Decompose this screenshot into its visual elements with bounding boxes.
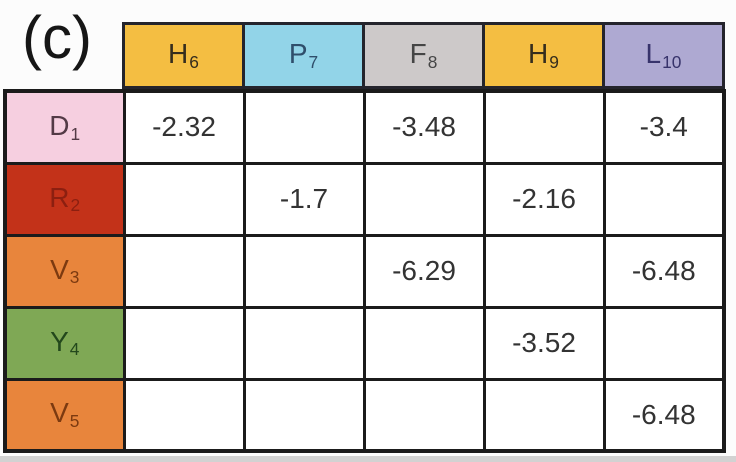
matrix-table: D1 -2.32 -3.48 -3.4 R2 -1.7 -2.16 V3 -6.… [3, 89, 726, 453]
matrix-cell [122, 233, 246, 309]
matrix-cell [242, 377, 366, 453]
matrix-cell [122, 305, 246, 381]
column-label-sub: 6 [189, 51, 199, 72]
image-bottom-edge [0, 456, 736, 462]
matrix-cell: -1.7 [242, 161, 366, 237]
row-header-y4: Y4 [3, 305, 126, 381]
column-label-base: F [409, 38, 427, 70]
matrix-cell [242, 305, 366, 381]
matrix-cell [482, 89, 606, 165]
row-label-base: D [49, 109, 70, 141]
row-label-sub: 5 [69, 411, 80, 432]
column-label-sub: 8 [427, 51, 438, 72]
row-label-sub: 4 [69, 339, 80, 360]
matrix-cell: -6.48 [602, 233, 726, 309]
row-header-v3: V3 [3, 233, 126, 309]
matrix-cell [362, 305, 486, 381]
matrix-cell [602, 305, 726, 381]
column-label-base: P [288, 38, 308, 70]
column-header-p7: P7 [242, 22, 365, 89]
column-label-base: H [528, 38, 549, 70]
matrix-cell [602, 161, 726, 237]
row-label-base: R [49, 181, 70, 213]
matrix-cell [482, 233, 606, 309]
column-header-f8: F8 [362, 22, 485, 89]
column-label-sub: 10 [662, 51, 682, 72]
column-header-label: P7 [289, 38, 318, 73]
row-label-base: V [50, 397, 69, 429]
column-label-sub: 7 [308, 51, 319, 72]
row-label-sub: 2 [70, 195, 81, 216]
matrix-cell: -3.52 [482, 305, 606, 381]
column-header-label: H6 [168, 38, 199, 73]
column-label-base: L [645, 38, 662, 70]
matrix-cell: -2.32 [122, 89, 246, 165]
column-header-l10: L10 [602, 22, 725, 89]
matrix-cell [482, 377, 606, 453]
column-header-h9: H9 [482, 22, 605, 89]
matrix-cell: -6.29 [362, 233, 486, 309]
panel-label: (c) [22, 4, 92, 71]
matrix-cell [122, 377, 246, 453]
matrix-cell: -2.16 [482, 161, 606, 237]
row-label-sub: 1 [70, 123, 81, 144]
table-row: V3 -6.29 -6.48 [3, 233, 726, 309]
column-label-base: H [168, 38, 189, 70]
row-label-base: Y [50, 325, 69, 357]
matrix-cell [242, 89, 366, 165]
table-row: Y4 -3.52 [3, 305, 726, 381]
table-row: D1 -2.32 -3.48 -3.4 [3, 89, 726, 165]
row-header-r2: R2 [3, 161, 126, 237]
column-header-label: F8 [410, 38, 438, 73]
matrix-cell [362, 161, 486, 237]
column-header-label: L10 [646, 38, 682, 73]
matrix-cell: -3.48 [362, 89, 486, 165]
column-label-sub: 9 [549, 51, 559, 72]
table-row: R2 -1.7 -2.16 [3, 161, 726, 237]
matrix-cell: -6.48 [602, 377, 726, 453]
matrix-cell [122, 161, 246, 237]
matrix-cell [362, 377, 486, 453]
row-header-d1: D1 [3, 89, 126, 165]
row-header-v5: V5 [3, 377, 126, 453]
column-header-label: H9 [528, 38, 559, 73]
row-label-sub: 3 [69, 267, 80, 288]
table-row: V5 -6.48 [3, 377, 726, 453]
column-header-h6: H6 [122, 22, 245, 89]
row-label-base: V [50, 253, 69, 285]
column-header-row: H6 P7 F8 H9 L10 [122, 22, 725, 89]
matrix-cell: -3.4 [602, 89, 726, 165]
matrix-cell [242, 233, 366, 309]
